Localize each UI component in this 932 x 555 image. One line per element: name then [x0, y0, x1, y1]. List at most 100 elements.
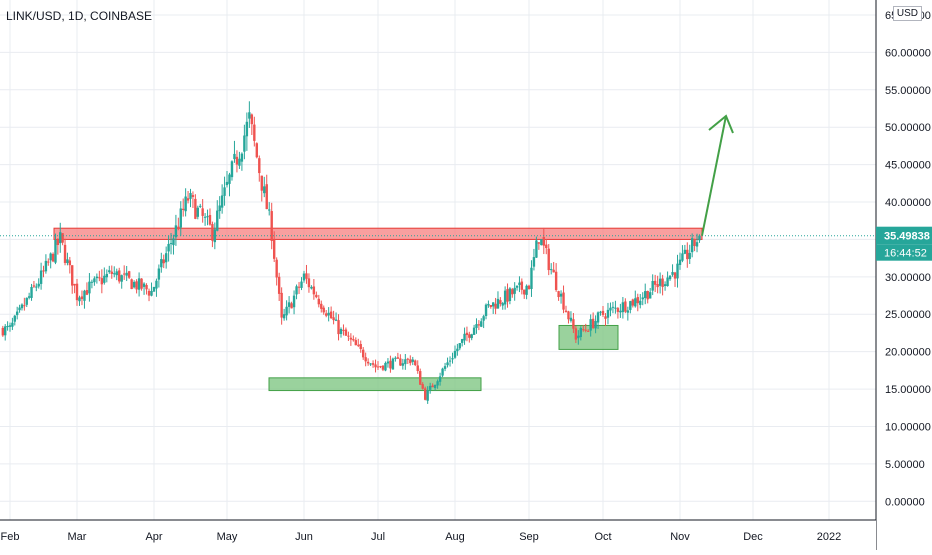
candle-body [404, 359, 407, 365]
candle-body [587, 330, 590, 332]
candle-body [110, 271, 113, 274]
candle-body [406, 358, 410, 360]
candle-body [448, 360, 452, 362]
candle-body [676, 263, 679, 279]
last-price-badge-text: 35.49838 [884, 231, 930, 243]
candle-body [213, 229, 217, 243]
candle-body [268, 209, 271, 211]
candle-body [302, 273, 306, 281]
candle-body [542, 237, 545, 246]
candle-body [686, 249, 689, 260]
x-tick-label: Apr [145, 531, 162, 543]
candle-body [228, 174, 231, 184]
y-tick-label: 25.00000 [885, 309, 931, 321]
candle-body [399, 358, 402, 366]
projection-arrowhead [708, 114, 734, 134]
candle-body [391, 358, 395, 370]
candle-body [508, 288, 512, 301]
candle-body [550, 269, 553, 271]
candle-body [39, 270, 43, 284]
candle-body [601, 310, 605, 315]
candle-body [482, 316, 485, 321]
candle-body [477, 324, 481, 326]
candle-body [656, 284, 659, 288]
candle-body [511, 289, 514, 295]
candle-body [666, 277, 669, 287]
y-tick-label: 0.00000 [885, 496, 925, 508]
candle-body [359, 344, 362, 350]
candle-body [688, 252, 691, 259]
candle-body [253, 124, 256, 141]
candle-body [616, 308, 620, 312]
candle-body [362, 349, 365, 358]
candle-body [216, 210, 219, 231]
currency-button[interactable]: USD [892, 6, 922, 21]
candle-body [683, 249, 687, 254]
candle-body [184, 196, 187, 212]
candle-body [150, 290, 153, 296]
x-tick-label: Feb [1, 531, 20, 543]
candle-body [491, 302, 495, 307]
candle-body [54, 240, 57, 263]
candle-body [137, 278, 141, 290]
candle-body [423, 388, 427, 400]
y-tick-label: 40.00000 [885, 197, 931, 209]
candle-body [37, 283, 40, 287]
candle-body [295, 286, 298, 295]
candle-body [527, 285, 531, 290]
candle-body [411, 359, 414, 362]
candle-body [186, 198, 190, 201]
candle-body [584, 329, 587, 331]
candle-body [374, 364, 377, 368]
candle-body [167, 243, 170, 252]
candle-body [572, 319, 575, 329]
candle-body [503, 290, 507, 305]
candle-body [300, 281, 303, 288]
candle-body [164, 253, 168, 263]
candle-body [103, 275, 106, 283]
candle-body [641, 297, 644, 300]
candle-body [661, 278, 664, 287]
candle-body [6, 326, 9, 328]
candle-body [594, 321, 597, 329]
candle-body [125, 272, 128, 276]
candle-body [275, 259, 278, 278]
candle-body [23, 305, 26, 307]
candle-body [191, 195, 195, 197]
candle-body [690, 238, 694, 253]
candle-body [468, 334, 471, 338]
candle-body [668, 275, 672, 280]
candle-body [545, 244, 548, 249]
candle-body [606, 309, 610, 318]
y-tick-label: 20.00000 [885, 347, 931, 359]
candle-body [270, 211, 273, 241]
candle-body [201, 208, 204, 216]
candle-body [644, 291, 647, 299]
candle-body [396, 357, 400, 359]
candle-body [470, 334, 473, 339]
candle-body [199, 205, 202, 207]
candle-body [73, 283, 76, 286]
candle-body [589, 319, 592, 331]
candle-body [537, 242, 541, 244]
candle-body [235, 156, 239, 165]
candle-body [629, 301, 632, 310]
candle-body [401, 363, 405, 366]
candle-body [93, 278, 96, 283]
y-tick-label: 30.00000 [885, 272, 931, 284]
candle-body [339, 328, 343, 334]
candle-body [414, 360, 417, 366]
candle-body [211, 224, 214, 241]
candle-body [599, 311, 602, 313]
candle-body [554, 271, 558, 291]
candle-body [567, 311, 570, 320]
candle-body [540, 239, 543, 246]
last-price-badge [876, 226, 932, 245]
candle-body [337, 320, 340, 335]
candle-body [678, 259, 682, 265]
symbol-title[interactable]: LINK/USD, 1D, COINBASE [6, 9, 153, 23]
y-tick-label: 45.00000 [885, 160, 931, 172]
candle-body [147, 290, 151, 296]
